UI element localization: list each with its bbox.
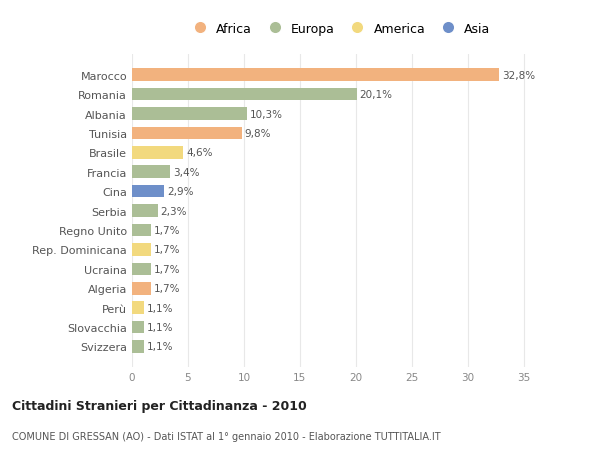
Bar [132, 69, 499, 82]
Text: 3,4%: 3,4% [173, 168, 199, 177]
Bar [132, 108, 247, 121]
Text: 9,8%: 9,8% [244, 129, 271, 139]
Text: 1,1%: 1,1% [147, 322, 173, 332]
Bar [132, 166, 170, 179]
Bar [132, 127, 242, 140]
Bar [132, 185, 164, 198]
Text: 1,1%: 1,1% [147, 303, 173, 313]
Bar [132, 282, 151, 295]
Text: 2,9%: 2,9% [167, 187, 194, 197]
Bar [132, 224, 151, 237]
Bar [132, 147, 184, 159]
Bar [132, 321, 145, 334]
Text: 20,1%: 20,1% [360, 90, 393, 100]
Legend: Africa, Europa, America, Asia: Africa, Europa, America, Asia [182, 17, 496, 40]
Bar [132, 244, 151, 256]
Text: 2,3%: 2,3% [161, 206, 187, 216]
Bar [132, 89, 357, 101]
Text: COMUNE DI GRESSAN (AO) - Dati ISTAT al 1° gennaio 2010 - Elaborazione TUTTITALIA: COMUNE DI GRESSAN (AO) - Dati ISTAT al 1… [12, 431, 440, 442]
Bar [132, 263, 151, 275]
Text: 1,7%: 1,7% [154, 284, 181, 294]
Text: 1,1%: 1,1% [147, 342, 173, 352]
Text: 10,3%: 10,3% [250, 109, 283, 119]
Text: 1,7%: 1,7% [154, 225, 181, 235]
Bar [132, 341, 145, 353]
Text: 1,7%: 1,7% [154, 264, 181, 274]
Text: Cittadini Stranieri per Cittadinanza - 2010: Cittadini Stranieri per Cittadinanza - 2… [12, 399, 307, 412]
Text: 1,7%: 1,7% [154, 245, 181, 255]
Text: 32,8%: 32,8% [502, 71, 535, 80]
Text: 4,6%: 4,6% [186, 148, 213, 158]
Bar [132, 302, 145, 314]
Bar [132, 205, 158, 218]
